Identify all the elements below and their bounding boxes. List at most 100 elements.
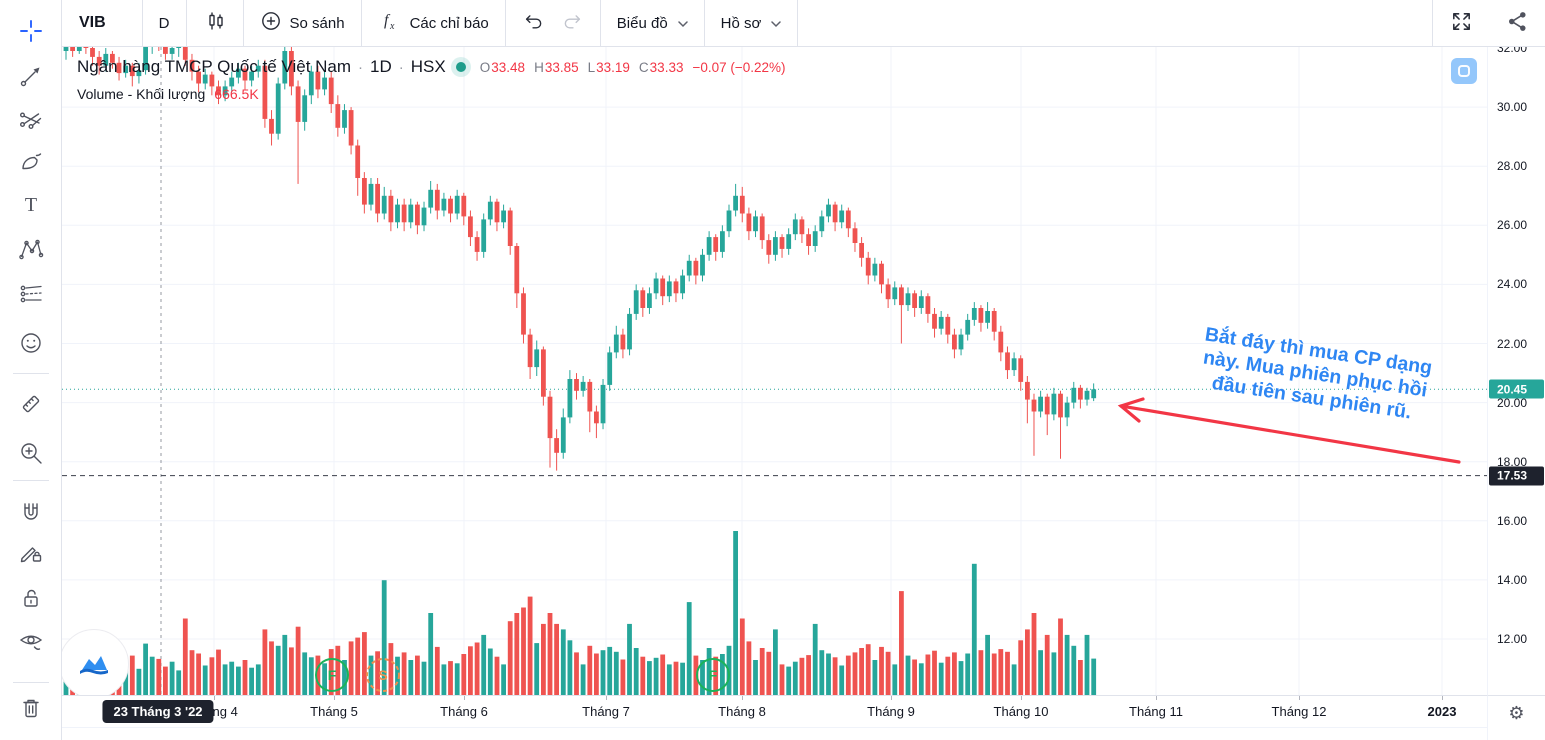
- redo-icon: [560, 9, 584, 37]
- change-value: −0.07 (−0.22%): [692, 59, 786, 75]
- gear-icon[interactable]: ⚙: [1503, 699, 1531, 727]
- time-tick-label: Tháng 8: [718, 704, 766, 719]
- ohlc-item: L33.19: [587, 59, 630, 75]
- time-tick: [334, 696, 335, 700]
- event-marker[interactable]: F: [696, 658, 730, 692]
- time-axis[interactable]: Tháng 4 Tháng 5 Tháng 6 Tháng 7 Tháng 8 Tháng…: [62, 695, 1487, 740]
- time-tick-label: 2023: [1427, 704, 1457, 719]
- toolbar-spacer: [798, 0, 1432, 46]
- redo-button[interactable]: [552, 0, 600, 46]
- instrument-title[interactable]: Ngân hàng TMCP Quốc tế Việt Nam: [77, 57, 352, 76]
- brush-tool-button[interactable]: [12, 146, 50, 178]
- chart-legend: Ngân hàng TMCP Quốc tế Việt Nam · 1D · H…: [77, 57, 786, 102]
- undo-button[interactable]: [505, 0, 553, 46]
- chevron-down-icon: [771, 15, 782, 32]
- time-tick: [1156, 696, 1157, 700]
- toolbar-separator: [141, 0, 143, 46]
- price-tick-label: 26.00: [1497, 218, 1528, 233]
- chart-style-button[interactable]: [186, 0, 243, 46]
- legend-separator: ·: [358, 58, 364, 76]
- compare-label: So sánh: [289, 14, 345, 32]
- trend-line-tool-button[interactable]: [12, 61, 50, 93]
- maximize-pane-button[interactable]: [1451, 58, 1477, 84]
- measure-tool-button[interactable]: [12, 389, 50, 421]
- zoom-in-icon: [18, 440, 44, 469]
- time-axis-strip: Tháng 4 Tháng 5 Tháng 6 Tháng 7 Tháng 8 Tháng…: [62, 696, 1487, 728]
- price-tick-label: 16.00: [1497, 513, 1528, 528]
- logo-icon: [80, 656, 108, 675]
- legend-exchange[interactable]: HSX: [410, 57, 446, 76]
- price-axis[interactable]: 20.45 17.53 32.00 30.00 28.00 26.00 24.00 22.…: [1487, 47, 1545, 695]
- toolbar-separator: [703, 0, 705, 46]
- time-tick: [742, 696, 743, 700]
- ohlc-item: C33.33: [638, 59, 684, 75]
- price-tick-label: 28.00: [1497, 159, 1528, 174]
- candlestick-style-icon: [203, 9, 227, 37]
- fullscreen-button[interactable]: [1433, 0, 1490, 46]
- magnet-icon: [18, 500, 44, 529]
- market-status-dot: [455, 62, 466, 72]
- current-price-label: 20.45: [1489, 379, 1544, 399]
- maximize-icon: [1458, 65, 1470, 77]
- svg-text:F: F: [709, 667, 718, 683]
- crosshair-tool-button[interactable]: [12, 16, 50, 48]
- ohlc-item: H33.85: [534, 59, 579, 75]
- chevron-down-icon: [677, 15, 688, 32]
- broker-watermark-logo: [62, 629, 129, 695]
- brush-icon: [18, 148, 44, 177]
- text-tool-button[interactable]: T: [12, 189, 50, 221]
- toolbar-separator: [185, 0, 187, 46]
- lock-icon: [18, 585, 44, 614]
- time-tick: [1442, 696, 1443, 700]
- svg-text:S: S: [378, 667, 387, 683]
- share-icon: [1506, 10, 1529, 37]
- pattern-tool-button[interactable]: [12, 234, 50, 266]
- ohlc-values: O33.48 H33.85 L33.19 C33.33: [480, 60, 684, 75]
- volume-study-label[interactable]: Volume - Khối lượng: [77, 86, 206, 102]
- svg-text:T: T: [24, 194, 36, 216]
- toolbar-separator: [360, 0, 362, 46]
- projection-tool-button[interactable]: [12, 279, 50, 311]
- indicators-label: Các chỉ báo: [409, 14, 489, 32]
- emoji-icon: [18, 330, 44, 359]
- chart-menu-label: Biểu đồ: [616, 14, 668, 32]
- time-tick: [891, 696, 892, 700]
- symbol-label: VIB: [79, 14, 106, 31]
- zoom-in-tool-button[interactable]: [12, 438, 50, 470]
- time-tick: [464, 696, 465, 700]
- lock-drawings-button[interactable]: [12, 583, 50, 615]
- emoji-tool-button[interactable]: [12, 328, 50, 360]
- time-tick-label: Tháng 7: [582, 704, 630, 719]
- hide-drawings-button[interactable]: [12, 626, 50, 658]
- chart-pane[interactable]: F S F Ngân hàng TMCP Quốc tế Việt Nam · 1D…: [62, 47, 1487, 695]
- text-tool-icon: T: [18, 191, 44, 220]
- interval-button[interactable]: D: [142, 0, 186, 46]
- gann-fib-tool-button[interactable]: [12, 104, 50, 136]
- drawing-mode-lock-button[interactable]: [12, 538, 50, 570]
- remove-drawings-button[interactable]: [12, 693, 50, 725]
- legend-separator: ·: [398, 58, 404, 76]
- toolbar-separator: [797, 0, 799, 46]
- plus-circle-icon: [260, 10, 282, 36]
- svg-text:x: x: [389, 21, 395, 32]
- symbol-search-button[interactable]: VIB: [62, 0, 142, 46]
- candle-series: [63, 47, 1097, 471]
- svg-text:f: f: [384, 12, 391, 29]
- toolbar-divider: [13, 682, 49, 683]
- price-tick-label: 20.00: [1497, 395, 1528, 410]
- eye-icon: [18, 628, 44, 657]
- event-marker[interactable]: F: [315, 658, 349, 692]
- indicators-button[interactable]: f x Các chỉ báo: [361, 0, 505, 46]
- legend-interval[interactable]: 1D: [370, 57, 392, 76]
- compare-button[interactable]: So sánh: [243, 0, 361, 46]
- arrow-drawing[interactable]: [1117, 397, 1461, 464]
- event-marker[interactable]: S: [366, 658, 400, 692]
- chart-menu-button[interactable]: Biểu đồ: [600, 0, 704, 46]
- profile-menu-label: Hồ sơ: [720, 14, 762, 32]
- share-button[interactable]: [1490, 0, 1545, 46]
- profile-menu-button[interactable]: Hồ sơ: [704, 0, 798, 46]
- magnet-tool-button[interactable]: [12, 498, 50, 530]
- price-tick-label: 30.00: [1497, 100, 1528, 115]
